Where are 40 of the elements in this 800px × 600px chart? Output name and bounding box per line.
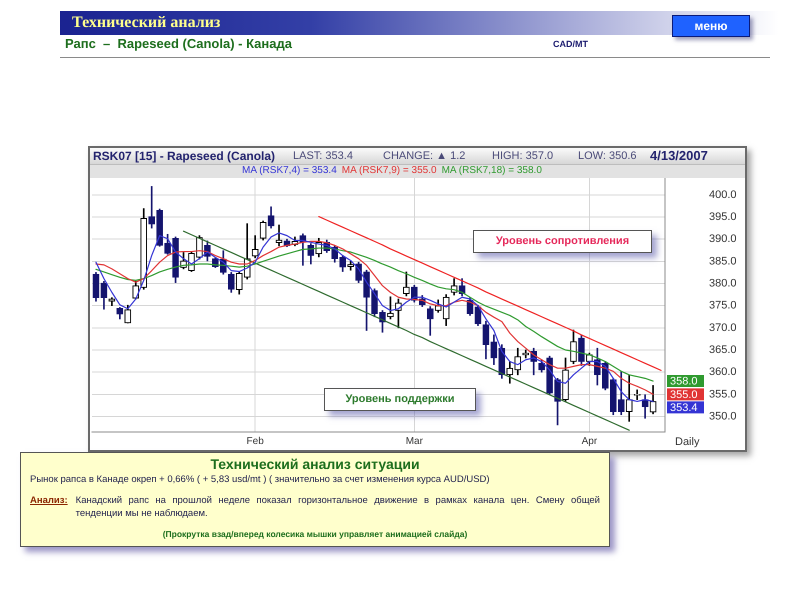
text: Канадский рапс на прошлой неделе показал горизонтальное движение в рамках канала цен. Смену общей тенденции мы не наблюдаем. (76, 494, 600, 520)
data-label: 358.0 (670, 376, 698, 388)
chart-title: RSK07 [15] - Rapeseed (Canola) (93, 149, 276, 163)
y-tick-label: 380.0 (709, 278, 737, 290)
x-axis-title: Daily (675, 436, 700, 448)
y-tick-label: 375.0 (709, 300, 737, 312)
candlestick (276, 224, 282, 246)
text: CHANGE: ▲ 1.2 (383, 150, 466, 162)
text: LAST: 353.4 (293, 150, 353, 162)
data-label: 355.0 (670, 388, 698, 401)
annotation: Уровень поддержки (344, 393, 456, 406)
y-tick-label: 350.0 (709, 410, 737, 423)
text: 4/13/2007 (650, 148, 708, 163)
x-tick-label: Mar (406, 436, 424, 447)
candlestick (387, 296, 394, 320)
y-tick-label: 355.0 (709, 388, 737, 400)
y-tick-label: 365.0 (709, 344, 737, 356)
data-label: 353.4 (670, 402, 698, 414)
menu-button[interactable]: меню (672, 15, 750, 37)
y-tick-label: 390.0 (709, 233, 737, 246)
y-tick-label: 395.0 (709, 211, 737, 224)
text: (Прокрутка взад/вперед колесика мышки управляет анимацией слайда) (162, 529, 468, 539)
x-tick-label: Apr (582, 436, 598, 447)
y-tick-label: 400.0 (709, 188, 737, 201)
text: Рапс – Rapeseed (Canola) - Канада (65, 36, 292, 51)
text: MA (RSK7,18) = 358.0 (442, 165, 542, 176)
text: Рынок рапса в Канаде окреп + 0,66% ( + 5,83 usd/mt ) ( значительно за счет изменения курса AUD/USD) (30, 474, 490, 485)
text: HIGH: 357.0 (492, 150, 554, 162)
y-tick-label: 385.0 (709, 255, 737, 268)
text: Технический анализ (72, 14, 220, 32)
text: CAD/MT (553, 39, 588, 49)
text: Технический анализ ситуации (209, 456, 421, 472)
text: LOW: 350.6 (578, 150, 636, 162)
y-tick-label: 360.0 (709, 366, 737, 378)
x-tick-label: Feb (246, 436, 264, 447)
text: Анализ: (30, 494, 68, 507)
y-tick-label: 370.0 (709, 322, 737, 334)
text: MA (RSK7,4) = 353.4 (242, 165, 337, 176)
annotation: Уровень сопротивления (494, 235, 630, 248)
text: MA (RSK7,9) = 355.0 (342, 165, 437, 176)
